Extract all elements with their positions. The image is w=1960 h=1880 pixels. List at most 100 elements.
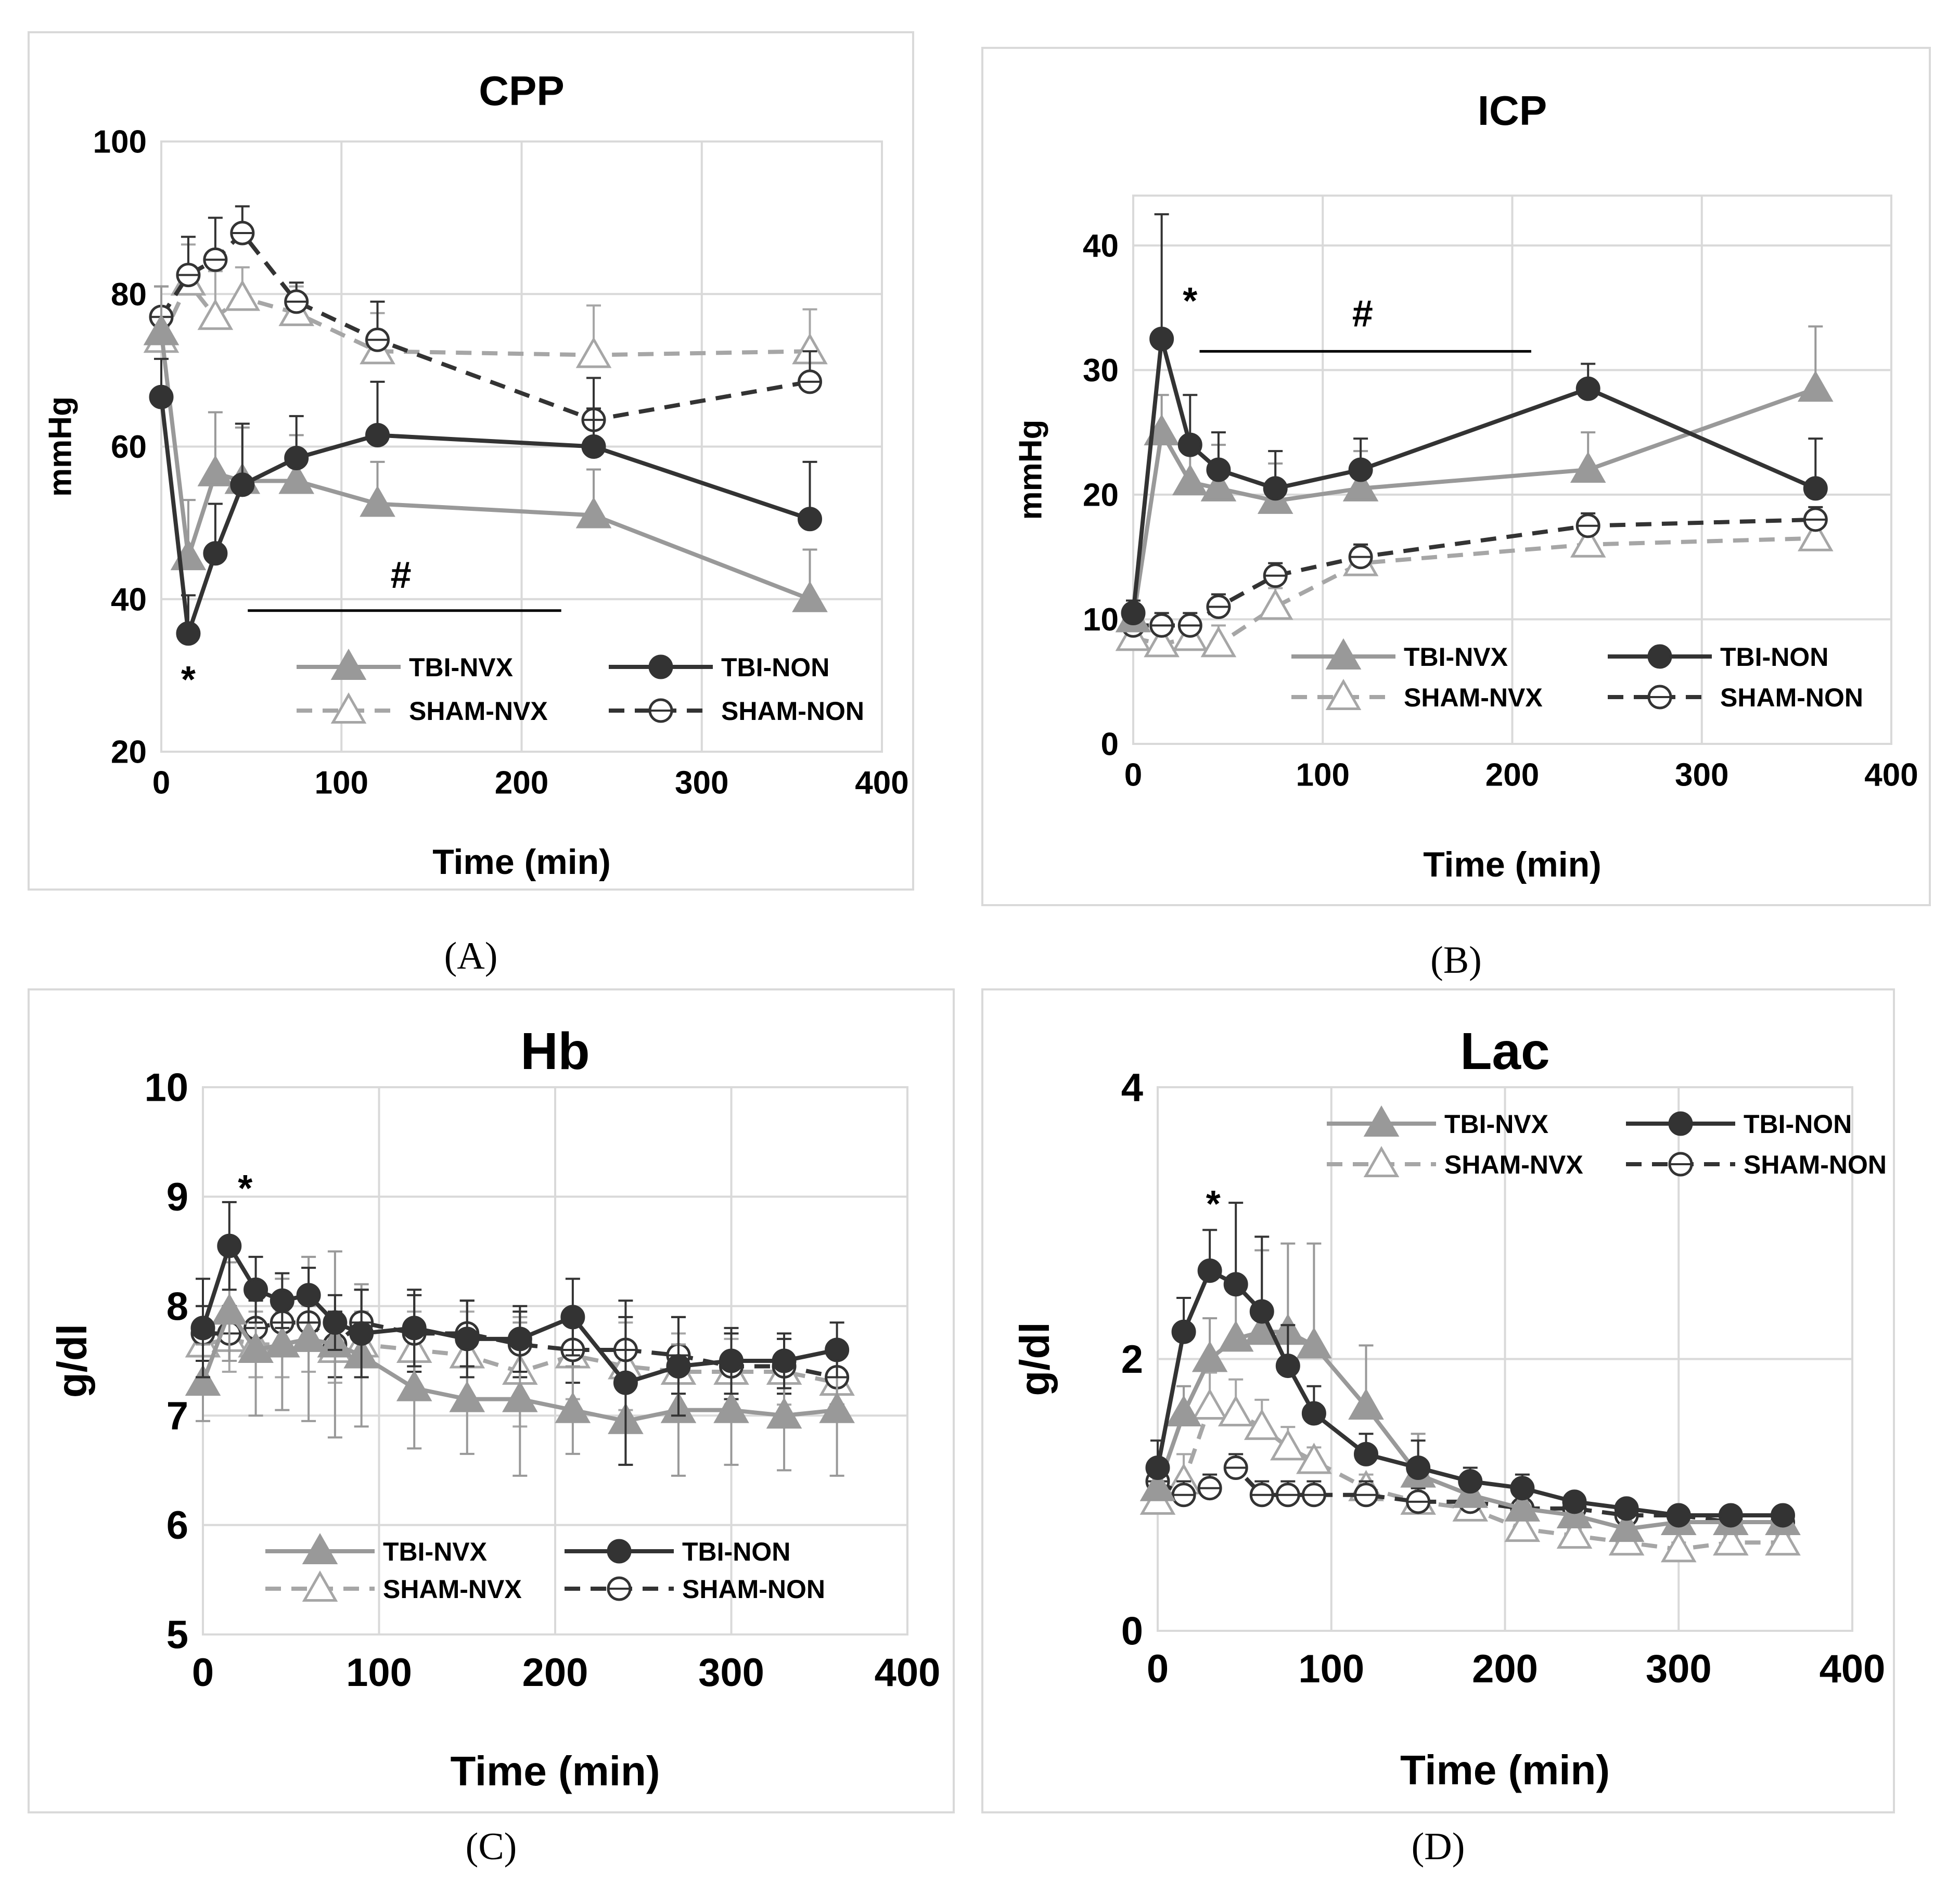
x-tick-label: 200 bbox=[522, 1651, 588, 1695]
data-point bbox=[1218, 1320, 1254, 1352]
x-tick-label: 200 bbox=[1485, 757, 1539, 793]
y-axis-label: g/dl bbox=[1011, 1322, 1058, 1396]
significance-star: * bbox=[1183, 280, 1197, 322]
legend-marker bbox=[648, 654, 673, 679]
series-line bbox=[1156, 1268, 1783, 1517]
data-point bbox=[284, 445, 309, 470]
data-point bbox=[1206, 457, 1231, 482]
data-point bbox=[1348, 1388, 1384, 1420]
data-point bbox=[1257, 588, 1293, 620]
data-point bbox=[1249, 1299, 1274, 1324]
x-axis-label: Time (min) bbox=[450, 1748, 660, 1794]
data-point bbox=[1660, 1531, 1697, 1563]
legend-marker bbox=[1668, 1111, 1693, 1136]
legend-label: SHAM-NON bbox=[1744, 1150, 1887, 1179]
x-axis-label: Time (min) bbox=[1423, 845, 1602, 884]
x-tick-label: 100 bbox=[346, 1651, 412, 1695]
data-point bbox=[1342, 470, 1379, 501]
chart-title: Hb bbox=[520, 1022, 590, 1080]
y-tick-label: 0 bbox=[1101, 727, 1119, 763]
x-tick-label: 300 bbox=[675, 765, 728, 801]
data-point bbox=[1275, 1354, 1300, 1379]
data-point bbox=[1301, 1401, 1326, 1426]
data-point bbox=[719, 1348, 744, 1373]
x-tick-label: 200 bbox=[495, 765, 548, 801]
data-point bbox=[1244, 1409, 1280, 1440]
data-point bbox=[270, 1288, 294, 1313]
data-point bbox=[560, 1305, 585, 1330]
legend-label: TBI-NON bbox=[721, 653, 829, 682]
panel-3: 0 100 200 300 400 0 2 4 Lac Time (min) g/dl (D) * TBI… bbox=[981, 988, 1895, 1868]
data-point bbox=[1803, 476, 1828, 501]
x-tick-label: 0 bbox=[1124, 757, 1142, 793]
data-point bbox=[1556, 1517, 1593, 1549]
legend-label: TBI-NVX bbox=[1444, 1110, 1548, 1139]
data-point bbox=[1570, 451, 1606, 483]
data-point bbox=[1765, 1524, 1801, 1556]
y-tick-label: 40 bbox=[1083, 228, 1119, 264]
y-axis-label: mmHg bbox=[42, 396, 78, 497]
legend-marker bbox=[330, 692, 367, 724]
y-tick-label: 40 bbox=[111, 582, 147, 617]
series-tbi_non bbox=[190, 1201, 850, 1466]
panel-label: (D) bbox=[1412, 1825, 1465, 1868]
panel-1: 0 100 200 300 400 0 10 20 30 40 ICP Time (min) mmHg (… bbox=[981, 47, 1931, 982]
series-line bbox=[201, 1244, 838, 1385]
y-tick-label: 30 bbox=[1083, 353, 1119, 389]
legend: TBI-NVX TBI-NON SHAM-NVX SHAM-NON bbox=[1291, 638, 1863, 712]
series-tbi_non bbox=[1121, 213, 1828, 625]
data-point bbox=[613, 1370, 638, 1395]
legend-label: SHAM-NVX bbox=[1444, 1150, 1583, 1179]
legend-label: SHAM-NON bbox=[1720, 683, 1863, 712]
y-tick-label: 8 bbox=[166, 1284, 188, 1329]
data-point bbox=[365, 423, 390, 448]
data-point bbox=[1406, 1456, 1431, 1480]
chart-title: CPP bbox=[479, 68, 565, 114]
x-tick-label: 300 bbox=[1675, 757, 1728, 793]
legend-label: SHAM-NVX bbox=[409, 697, 548, 726]
data-point bbox=[455, 1327, 480, 1351]
data-point bbox=[278, 462, 314, 494]
data-point bbox=[230, 472, 255, 497]
data-point bbox=[1270, 1429, 1306, 1461]
data-point bbox=[819, 1392, 855, 1423]
legend-label: SHAM-NVX bbox=[383, 1575, 522, 1604]
data-point bbox=[197, 299, 234, 330]
data-point bbox=[1458, 1469, 1483, 1494]
data-point bbox=[1797, 520, 1834, 551]
data-point bbox=[1200, 626, 1237, 658]
series-tbi_non bbox=[1145, 1202, 1795, 1528]
data-point bbox=[360, 485, 395, 517]
panel-2: 0 100 200 300 400 5 6 7 8 9 10 Hb Time (min) g/dl (C) *… bbox=[28, 988, 955, 1868]
data-point bbox=[1145, 1456, 1170, 1480]
data-point bbox=[264, 1326, 300, 1358]
legend-marker bbox=[302, 1533, 338, 1564]
x-tick-label: 400 bbox=[855, 765, 908, 801]
y-tick-label: 4 bbox=[1121, 1066, 1143, 1110]
data-point bbox=[713, 1392, 749, 1423]
data-point bbox=[1771, 1503, 1795, 1528]
legend-label: TBI-NVX bbox=[1404, 642, 1508, 672]
data-point bbox=[1177, 432, 1202, 457]
legend: TBI-NVX TBI-NON SHAM-NVX SHAM-NON bbox=[1327, 1105, 1887, 1179]
series-line bbox=[202, 1336, 838, 1385]
chart-title: Lac bbox=[1460, 1022, 1549, 1080]
data-point bbox=[396, 1370, 432, 1401]
data-point bbox=[766, 1397, 802, 1429]
data-point bbox=[1263, 476, 1288, 501]
x-tick-label: 300 bbox=[1646, 1647, 1712, 1691]
data-point bbox=[825, 1337, 850, 1362]
data-point bbox=[1354, 1441, 1378, 1466]
data-point bbox=[211, 1293, 248, 1325]
data-point bbox=[1797, 370, 1834, 402]
x-tick-label: 100 bbox=[315, 765, 368, 801]
data-point bbox=[1608, 1511, 1645, 1542]
y-axis-label: mmHg bbox=[1013, 420, 1048, 520]
legend-marker bbox=[302, 1570, 338, 1602]
data-point bbox=[296, 1283, 321, 1308]
data-point bbox=[1192, 1341, 1228, 1372]
y-tick-label: 9 bbox=[166, 1175, 188, 1219]
x-tick-label: 0 bbox=[152, 765, 170, 801]
legend-label: SHAM-NVX bbox=[1404, 683, 1543, 712]
legend-label: TBI-NON bbox=[1744, 1110, 1852, 1139]
